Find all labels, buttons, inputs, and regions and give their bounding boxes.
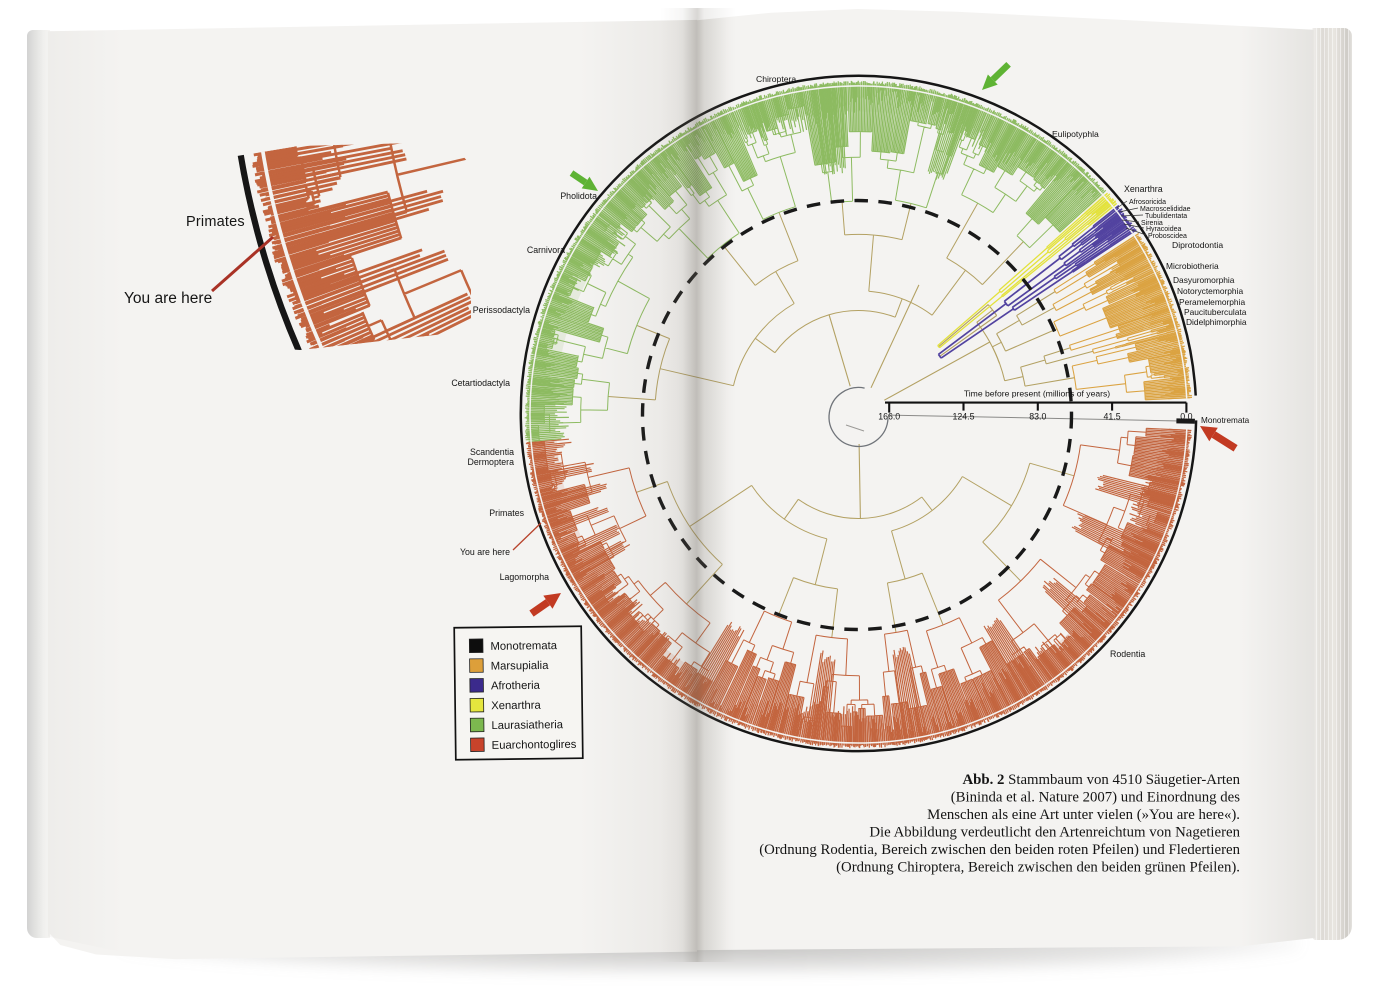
svg-text:Euarchontoglires: Euarchontoglires	[492, 739, 577, 752]
svg-text:Eulipotyphla: Eulipotyphla	[1052, 129, 1099, 139]
svg-text:Hyracoidea: Hyracoidea	[1146, 226, 1182, 233]
svg-text:Dermoptera: Dermoptera	[468, 457, 515, 467]
svg-text:Marsupialia: Marsupialia	[491, 660, 550, 673]
svg-text:Xenarthra: Xenarthra	[1124, 184, 1163, 194]
svg-text:Perissodactyla: Perissodactyla	[473, 305, 530, 315]
svg-text:Peramelemorphia: Peramelemorphia	[1179, 297, 1245, 307]
svg-text:Cetartiodactyla: Cetartiodactyla	[451, 378, 510, 388]
svg-text:Macroscelididae: Macroscelididae	[1140, 206, 1191, 213]
svg-text:Dasyuromorphia: Dasyuromorphia	[1173, 275, 1235, 285]
svg-text:Primates: Primates	[489, 508, 524, 518]
svg-text:Chiroptera: Chiroptera	[756, 74, 796, 84]
svg-text:Monotremata: Monotremata	[1201, 416, 1250, 425]
svg-text:41.5: 41.5	[1104, 412, 1121, 422]
svg-text:(Ordnung Chiroptera, Bereich z: (Ordnung Chiroptera, Bereich zwischen de…	[836, 860, 1240, 876]
svg-text:Primates: Primates	[186, 214, 245, 230]
svg-text:You are here: You are here	[460, 547, 510, 557]
svg-text:Afrotheria: Afrotheria	[491, 680, 541, 693]
svg-text:Die Abbildung verdeutlicht den: Die Abbildung verdeutlicht den Artenreic…	[869, 825, 1240, 841]
svg-text:Carnivora: Carnivora	[527, 245, 565, 255]
svg-text:Paucituberculata: Paucituberculata	[1184, 307, 1247, 317]
svg-text:Lagomorpha: Lagomorpha	[500, 572, 550, 582]
svg-text:You are here: You are here	[124, 290, 212, 307]
svg-text:Tubulidentata: Tubulidentata	[1145, 213, 1187, 220]
svg-text:Monotremata: Monotremata	[490, 640, 557, 653]
svg-text:Notoryctemorphia: Notoryctemorphia	[1177, 286, 1243, 296]
svg-text:Laurasiatheria: Laurasiatheria	[491, 719, 563, 732]
svg-text:Time before present (millions: Time before present (millions of years)	[964, 389, 1110, 399]
svg-text:Xenarthra: Xenarthra	[491, 700, 541, 713]
svg-text:Scandentia: Scandentia	[470, 447, 514, 457]
svg-text:(Ordnung Rodentia, Bereich zwi: (Ordnung Rodentia, Bereich zwischen den …	[759, 842, 1240, 858]
svg-text:Microbiotheria: Microbiotheria	[1166, 261, 1219, 271]
svg-text:Rodentia: Rodentia	[1110, 649, 1145, 659]
svg-text:166.0: 166.0	[878, 412, 900, 422]
svg-text:Sirenia: Sirenia	[1141, 220, 1163, 227]
svg-text:Abb. 2 Stammbaum von 4510 Säug: Abb. 2 Stammbaum von 4510 Säugetier-Arte…	[962, 772, 1240, 788]
svg-text:0.0: 0.0	[1180, 412, 1192, 422]
svg-text:Diprotodontia: Diprotodontia	[1172, 240, 1223, 250]
svg-text:(Bininda et al. Nature 2007): (Bininda et al. Nature 2007) und Einordn…	[951, 790, 1241, 806]
svg-text:83.0: 83.0	[1029, 412, 1046, 422]
svg-text:Menschen als eine Art unter vi: Menschen als eine Art unter vielen (»You…	[927, 807, 1240, 823]
svg-text:Pholidota: Pholidota	[560, 191, 597, 201]
svg-text:124.5: 124.5	[952, 412, 974, 422]
svg-text:Afrosoricida: Afrosoricida	[1129, 199, 1166, 206]
svg-text:Proboscidea: Proboscidea	[1148, 233, 1187, 240]
svg-text:Didelphimorphia: Didelphimorphia	[1186, 317, 1247, 327]
